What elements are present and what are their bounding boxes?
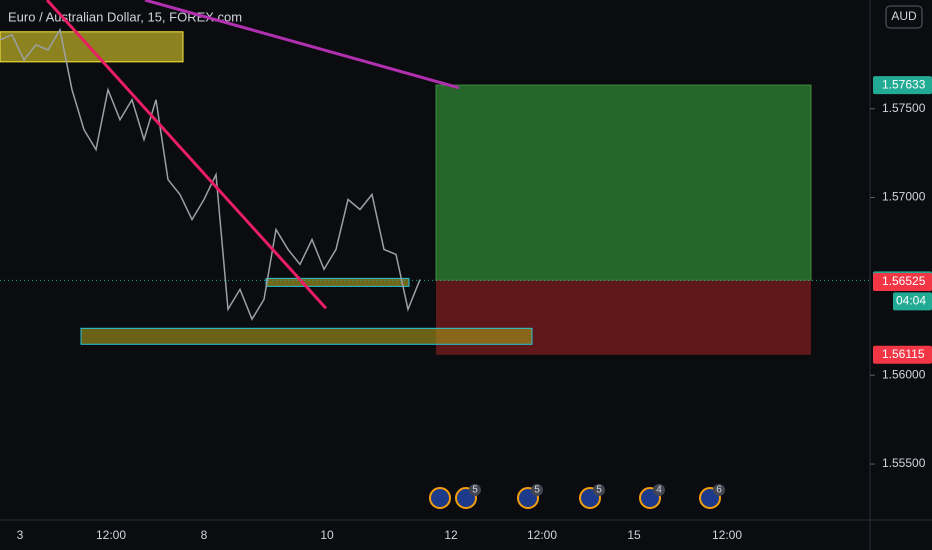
zone [265,277,410,287]
x-tick-label: 3 [17,528,24,542]
event-count: 5 [472,485,478,496]
event-badge [531,484,543,496]
y-tick-label: 1.55500 [882,456,926,470]
event-badge [469,484,481,496]
x-tick-label: 8 [201,528,208,542]
event-badge [653,484,665,496]
y-tick-label: 1.56000 [882,367,926,381]
zone [0,31,184,63]
zone [80,327,533,345]
x-tick-label: 10 [320,528,334,542]
event-count: 5 [534,485,540,496]
currency-button[interactable] [885,5,923,29]
event-count: 4 [656,485,662,496]
x-tick-label: 12 [444,528,458,542]
price-label-bg [873,272,932,291]
x-tick-label: 12:00 [527,528,557,542]
event-badge [593,484,605,496]
x-tick-label: 15 [627,528,641,542]
event-count: 6 [716,485,722,496]
price-label: 1.57633 [882,77,926,91]
event-badge [713,484,725,496]
price-label-bg [873,76,932,95]
currency[interactable]: AUD [891,9,917,23]
y-tick-label: 1.57500 [882,101,926,115]
event-count: 5 [596,485,602,496]
price-line [0,27,421,321]
trendline [144,0,460,90]
x-tick-label: 12:00 [712,528,742,542]
profit-zone [435,84,812,281]
price-label: 1.56525 [882,274,926,288]
trendline [45,0,328,310]
x-tick-label: 12:00 [96,528,126,542]
price-label-bg [873,345,932,364]
countdown: 04:04 [896,294,926,308]
price-label: 1.56115 [882,347,925,361]
y-tick-label: 1.57000 [882,190,926,204]
countdown-bg [893,292,932,311]
event-icon [429,487,451,509]
